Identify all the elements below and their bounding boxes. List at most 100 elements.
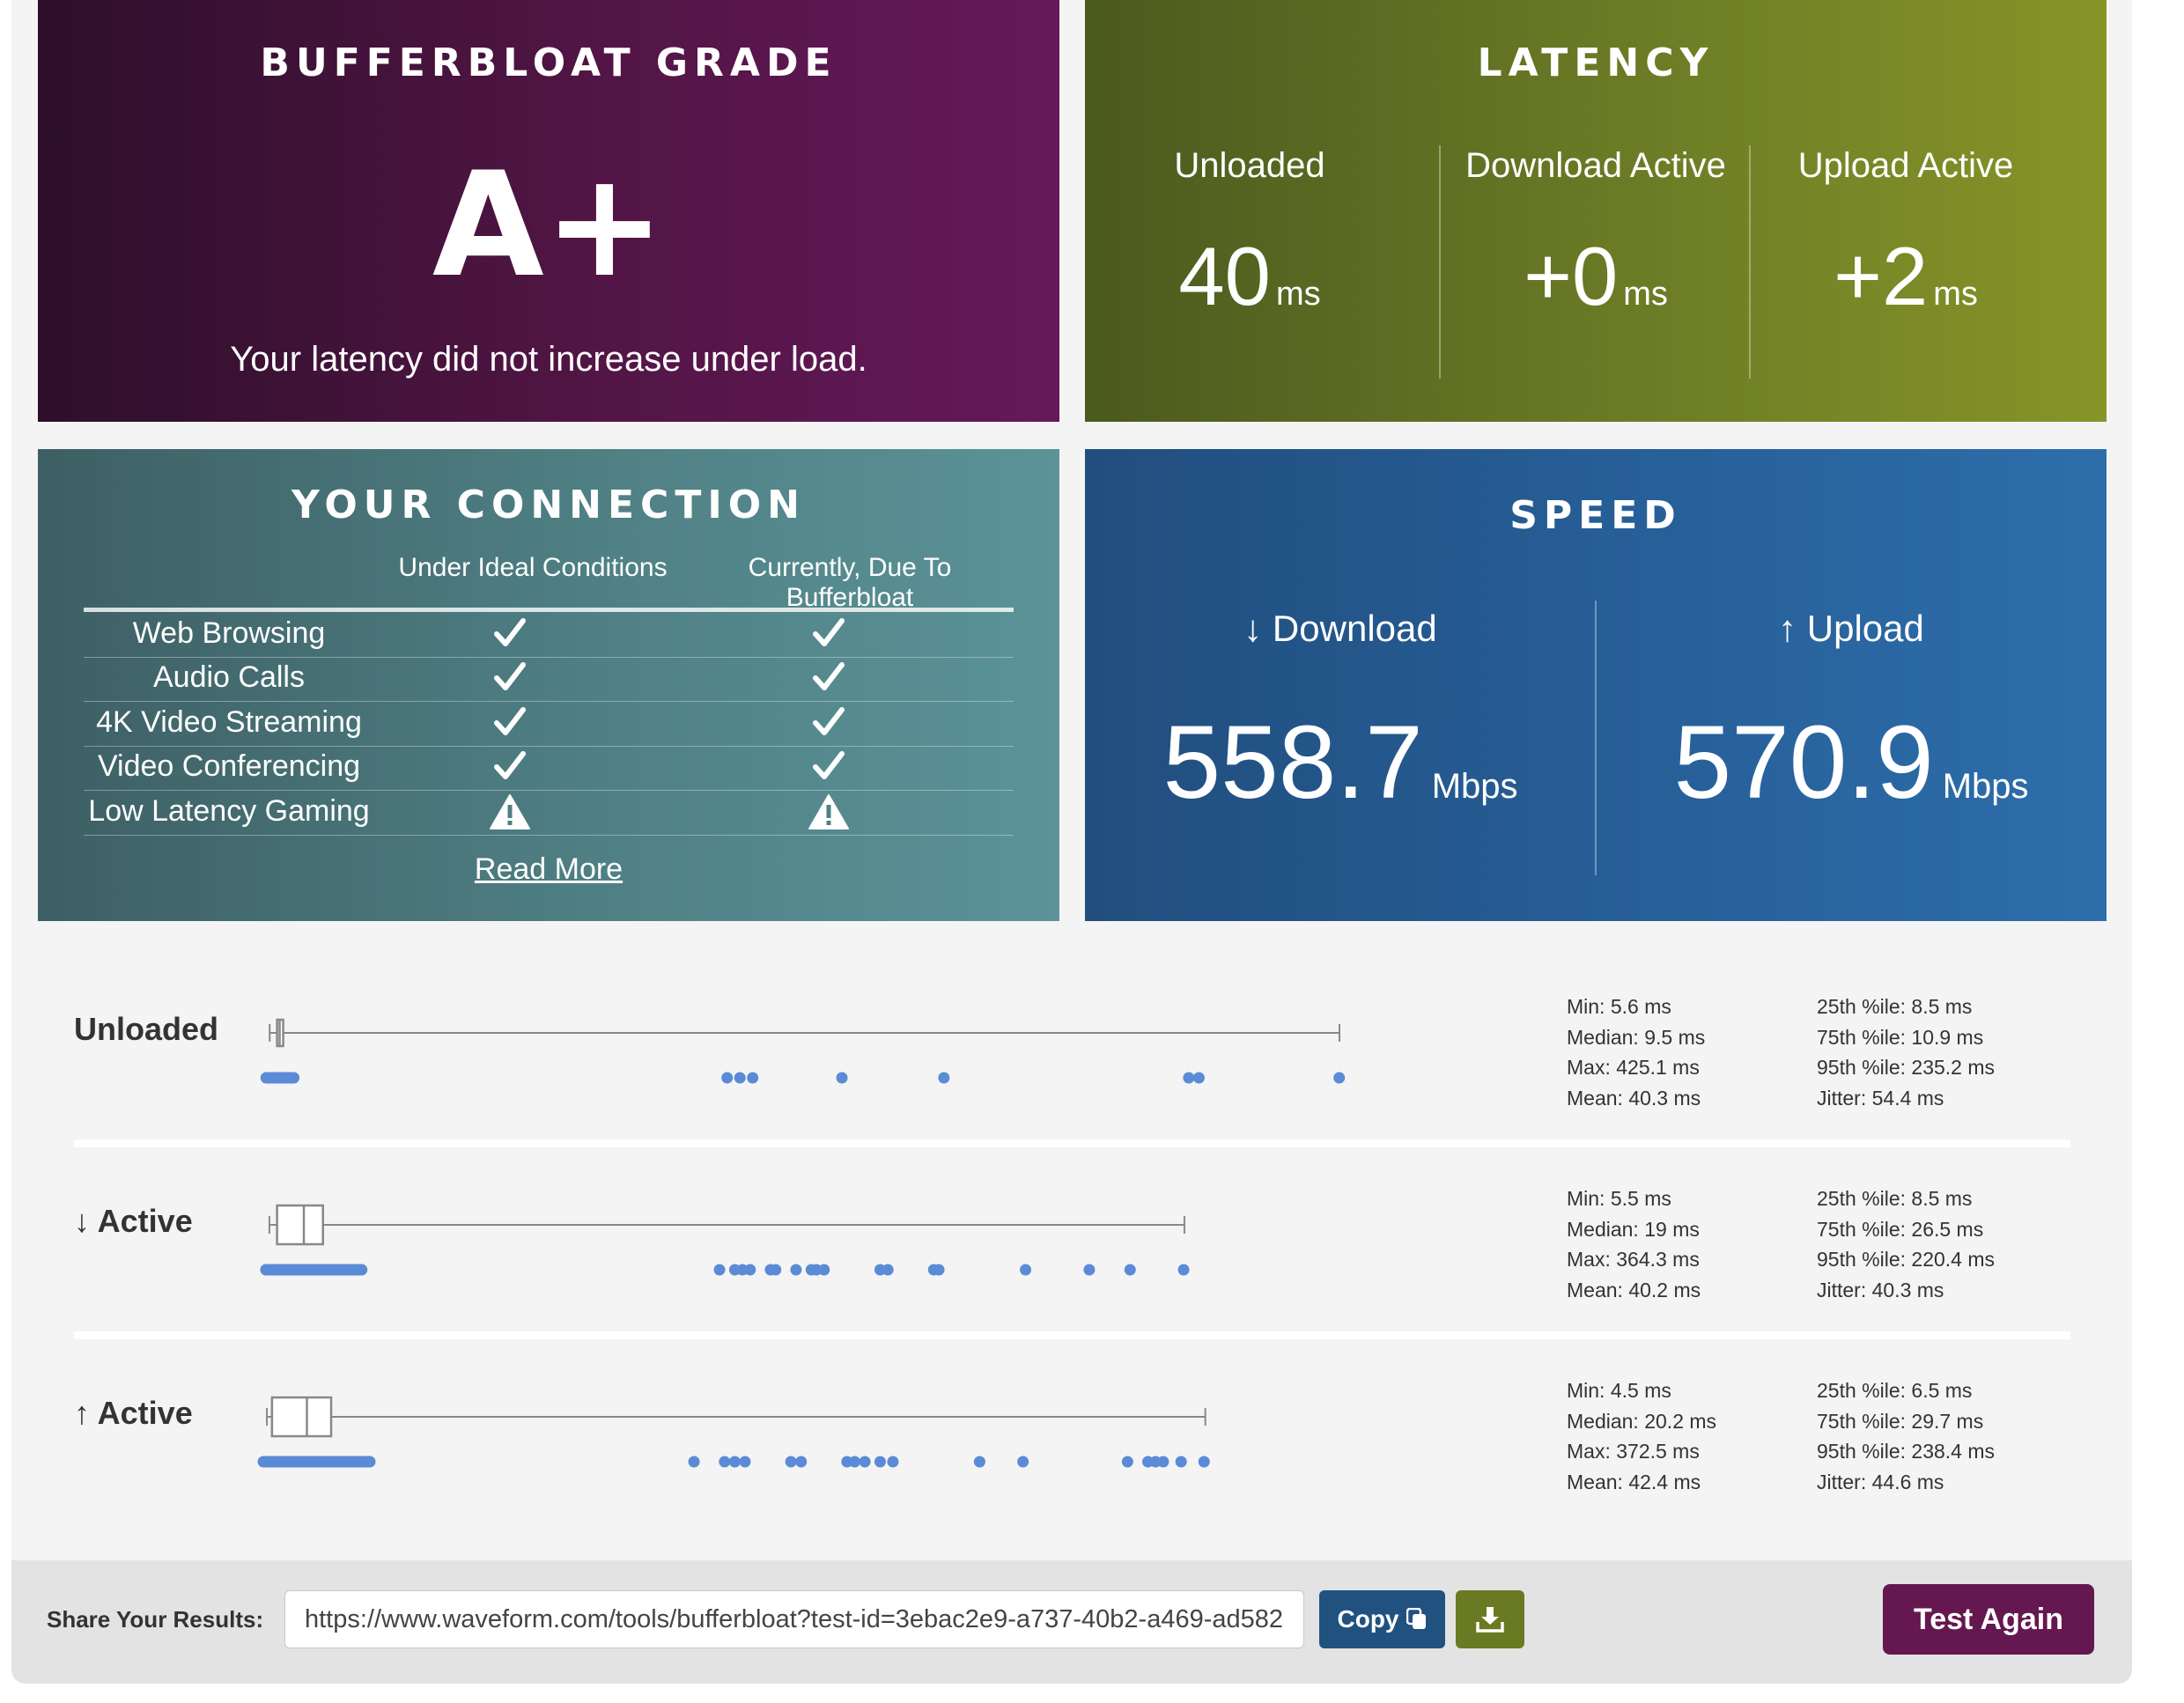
latency-stat: Jitter: 54.4 ms <box>1817 1086 1944 1110</box>
iqr-box <box>270 1396 333 1438</box>
outlier-point <box>836 1072 848 1084</box>
latency-download-value: +0 ms <box>1524 230 1668 322</box>
outlier-point <box>973 1456 985 1468</box>
outlier-point <box>770 1264 782 1276</box>
latency-stat: 75th %ile: 29.7 ms <box>1817 1409 1984 1433</box>
latency-stat: Min: 5.5 ms <box>1567 1187 1671 1210</box>
connection-row-label: Audio Calls <box>153 660 305 695</box>
latency-upload-label: Upload Active <box>1797 146 2014 185</box>
latency-distribution-plots <box>257 1018 1346 1468</box>
row-label-upload-active: ↑ Active <box>74 1395 193 1431</box>
outlier-point <box>1020 1264 1032 1276</box>
outlier-point <box>734 1072 746 1084</box>
outlier-point <box>818 1264 830 1276</box>
latency-stat: Median: 20.2 ms <box>1567 1409 1717 1433</box>
check-icon <box>802 704 855 743</box>
copy-icon <box>1406 1608 1426 1629</box>
outlier-point <box>1124 1264 1136 1276</box>
latency-stat: 95th %ile: 220.4 ms <box>1817 1248 1996 1271</box>
outlier-point <box>887 1456 899 1468</box>
outlier-point <box>744 1264 756 1276</box>
read-more-link[interactable]: Read More <box>474 852 623 886</box>
connection-row: Web Browsing <box>84 613 1014 658</box>
latency-stat: Max: 364.3 ms <box>1567 1248 1700 1271</box>
latency-upload-value: +2 ms <box>1834 230 1978 322</box>
column-current-header: Currently, Due To Bufferbloat <box>748 553 952 612</box>
row-divider <box>74 1139 2070 1147</box>
outlier-point <box>1157 1456 1169 1468</box>
speed-title: SPEED <box>1509 493 1682 538</box>
latency-card: LATENCY Unloaded 40 ms Download Active +0… <box>1085 0 2107 422</box>
latency-stat: Jitter: 40.3 ms <box>1817 1278 1944 1301</box>
share-url-input[interactable] <box>284 1590 1304 1648</box>
latency-stat: Jitter: 44.6 ms <box>1817 1470 1944 1493</box>
outlier-point <box>719 1456 731 1468</box>
latency-stat: Mean: 40.3 ms <box>1567 1086 1701 1110</box>
row-label-unloaded: Unloaded <box>74 1011 219 1047</box>
outlier-point <box>1333 1072 1346 1084</box>
latency-stat: Median: 9.5 ms <box>1567 1025 1706 1049</box>
latency-title: LATENCY <box>1477 41 1715 85</box>
latency-stat: 95th %ile: 235.2 ms <box>1817 1056 1996 1079</box>
latency-stat: Mean: 42.4 ms <box>1567 1470 1701 1493</box>
outlier-point <box>1175 1456 1187 1468</box>
outlier-point <box>1121 1456 1133 1468</box>
share-label: Share Your Results: <box>47 1606 264 1633</box>
speed-card: SPEED ↓ Download 558.7 Mbps ↑ Upload 570.… <box>1085 449 2107 921</box>
connection-row-label: Video Conferencing <box>97 749 361 784</box>
grade-title: BUFFERBLOAT GRADE <box>260 41 837 85</box>
outlier-point <box>882 1264 894 1276</box>
outlier-point <box>859 1456 871 1468</box>
outlier-point <box>874 1456 886 1468</box>
connection-row: Video Conferencing <box>84 746 1014 792</box>
upload-speed: ↑ Upload 570.9 Mbps <box>1596 597 2107 861</box>
outlier-point <box>1183 1072 1195 1084</box>
latency-stat: 25th %ile: 6.5 ms <box>1817 1379 1973 1402</box>
grade-description: Your latency did not increase under load… <box>230 340 867 379</box>
check-icon <box>802 748 855 787</box>
outlier-point <box>1083 1264 1096 1276</box>
outlier-point <box>721 1072 734 1084</box>
connection-row-label: 4K Video Streaming <box>96 704 362 739</box>
latency-download-active: Download Active +0 ms <box>1442 141 1750 379</box>
download-icon <box>1476 1607 1504 1633</box>
outlier-point <box>785 1456 797 1468</box>
outlier-point <box>747 1072 759 1084</box>
check-icon <box>802 660 855 698</box>
latency-stat: Mean: 40.2 ms <box>1567 1278 1701 1301</box>
connection-row-label: Low Latency Gaming <box>88 793 370 828</box>
test-again-button[interactable]: Test Again <box>1883 1584 2094 1655</box>
latency-stat: Max: 372.5 ms <box>1567 1440 1700 1463</box>
outlier-point <box>849 1456 861 1468</box>
outlier-point <box>688 1456 700 1468</box>
latency-stat: Median: 19 ms <box>1567 1217 1700 1241</box>
outlier-point <box>1017 1456 1029 1468</box>
iqr-box <box>276 1204 324 1246</box>
speed-divider <box>1595 601 1597 875</box>
connection-row: Audio Calls <box>84 657 1014 703</box>
latency-unloaded-label: Unloaded <box>1174 146 1325 185</box>
table-header-rule <box>84 608 1014 612</box>
latency-unloaded-value: 40 ms <box>1178 230 1321 322</box>
latency-download-label: Download Active <box>1465 146 1726 185</box>
check-icon <box>483 616 536 654</box>
outlier-point <box>1177 1264 1190 1276</box>
latency-stat: Min: 4.5 ms <box>1567 1379 1671 1402</box>
latency-stat: Min: 5.6 ms <box>1567 995 1671 1018</box>
column-ideal-header: Under Ideal Conditions <box>398 553 668 582</box>
download-button[interactable] <box>1456 1590 1524 1648</box>
connection-card: YOUR CONNECTION Under Ideal Conditions C… <box>38 449 1059 921</box>
latency-stat: 95th %ile: 238.4 ms <box>1817 1440 1996 1463</box>
copy-button[interactable]: Copy <box>1319 1590 1445 1648</box>
download-value: 558.7 Mbps <box>1162 704 1518 821</box>
share-bar: Share Your Results: Copy Test Again <box>11 1560 2132 1684</box>
latency-divider <box>1749 145 1751 379</box>
latency-divider <box>1439 145 1441 379</box>
outlier-point <box>739 1456 751 1468</box>
check-icon <box>802 616 855 654</box>
upload-value: 570.9 Mbps <box>1673 704 2029 821</box>
outlier-point <box>938 1072 950 1084</box>
latency-stat: 25th %ile: 8.5 ms <box>1817 1187 1973 1210</box>
outlier-point <box>1198 1456 1210 1468</box>
check-icon <box>483 660 536 698</box>
